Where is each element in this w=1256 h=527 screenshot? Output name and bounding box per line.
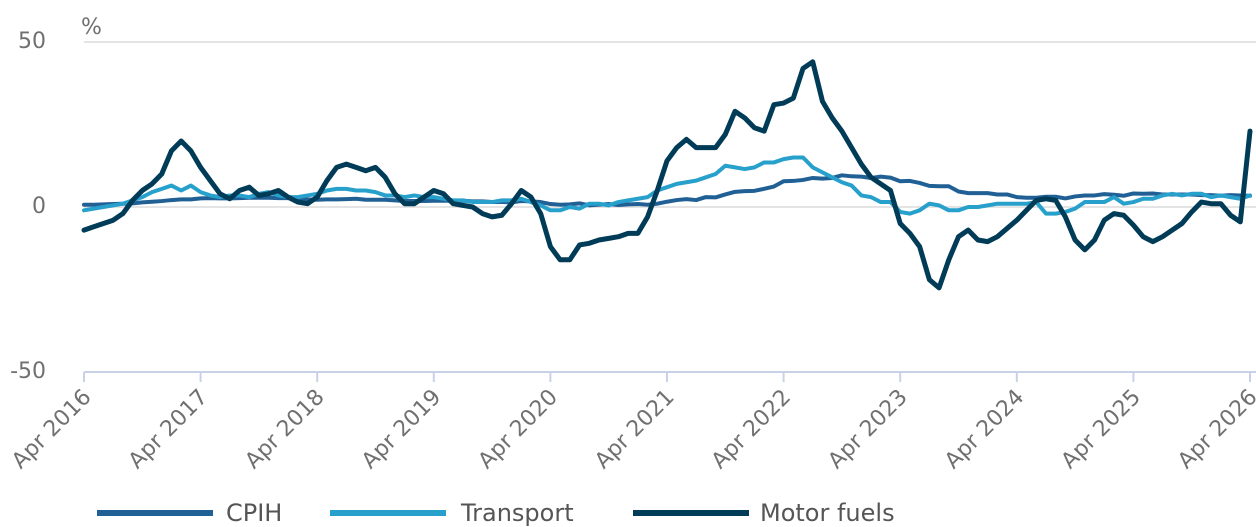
y-tick-label: -50 [10, 359, 46, 384]
legend-label: Transport [460, 499, 574, 527]
y-axis-label: % [81, 15, 102, 40]
x-tick-label: Apr 2016 [7, 385, 96, 474]
series-line [82, 155, 1252, 216]
x-tick-label: Apr 2022 [707, 385, 796, 474]
x-tick-label: Apr 2023 [824, 385, 913, 474]
x-tick-label: Apr 2020 [474, 385, 563, 474]
x-tick-label: Apr 2024 [940, 385, 1029, 474]
x-tick-label: Apr 2026 [1173, 385, 1256, 474]
legend-label: CPIH [226, 499, 282, 527]
x-tick-label: Apr 2017 [124, 385, 213, 474]
legend-label: Motor fuels [760, 499, 895, 527]
y-tick-label: 0 [32, 194, 46, 219]
x-tick-label: Apr 2025 [1057, 385, 1146, 474]
x-tick-label: Apr 2019 [357, 385, 446, 474]
x-tick-label: Apr 2018 [241, 385, 330, 474]
x-tick-label: Apr 2021 [590, 385, 679, 474]
series-line [81, 59, 1253, 291]
series-line [82, 173, 1252, 208]
y-tick-label: 50 [18, 29, 46, 54]
